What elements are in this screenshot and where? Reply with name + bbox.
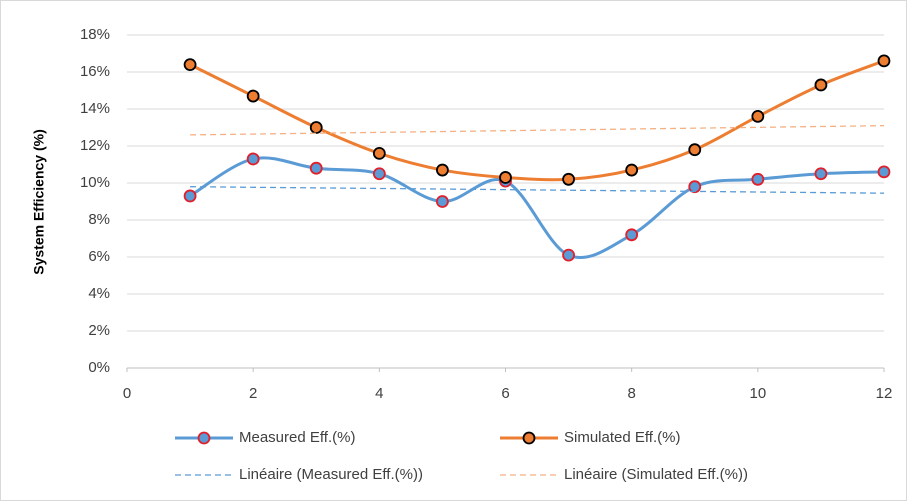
y-tick-label: 6% [88,248,110,265]
legend-label: Simulated Eff.(%) [564,429,680,446]
data-point [877,54,891,68]
x-tick-label: 4 [375,385,383,402]
y-tick-label: 10% [80,174,110,191]
y-tick-label: 8% [88,211,110,228]
data-point [309,121,323,134]
data-point [372,146,386,160]
data-point [751,172,765,186]
x-tick-label: 12 [876,385,893,402]
legend-marker [197,431,211,445]
data-point [625,163,639,177]
data-point [814,78,828,92]
x-tick-label: 8 [627,385,635,402]
trend-line [190,125,885,136]
data-point [877,165,891,179]
data-point [625,228,639,242]
data-point [309,161,323,175]
y-tick-label: 4% [88,285,110,302]
x-tick-label: 2 [249,385,257,402]
data-point [372,167,386,181]
data-point [436,195,449,208]
y-tick-label: 18% [80,26,110,43]
trend-line [190,186,885,194]
x-tick-label: 0 [123,385,131,402]
data-point [562,172,575,186]
x-tick-label: 10 [749,385,766,402]
data-point [499,171,512,184]
y-tick-label: 0% [88,359,110,376]
data-point [246,89,260,103]
legend-label: Linéaire (Measured Eff.(%)) [239,466,423,483]
legend-label: Measured Eff.(%) [239,429,355,446]
data-point [814,167,828,181]
data-point [183,58,197,71]
data-point [183,189,197,203]
data-point [688,180,702,194]
data-point [562,248,575,262]
legend-label: Linéaire (Simulated Eff.(%)) [564,466,748,483]
y-tick-label: 16% [80,63,110,80]
data-point [751,110,765,123]
y-tick-label: 2% [88,322,110,339]
legend-marker [522,431,536,445]
y-axis-label: System Efficiency (%) [31,129,47,275]
y-tick-label: 12% [80,137,110,154]
data-point [436,163,449,177]
series-line [189,59,885,182]
data-point [246,152,260,166]
data-point [688,143,702,157]
y-tick-label: 14% [80,100,110,117]
x-tick-label: 6 [501,385,509,402]
